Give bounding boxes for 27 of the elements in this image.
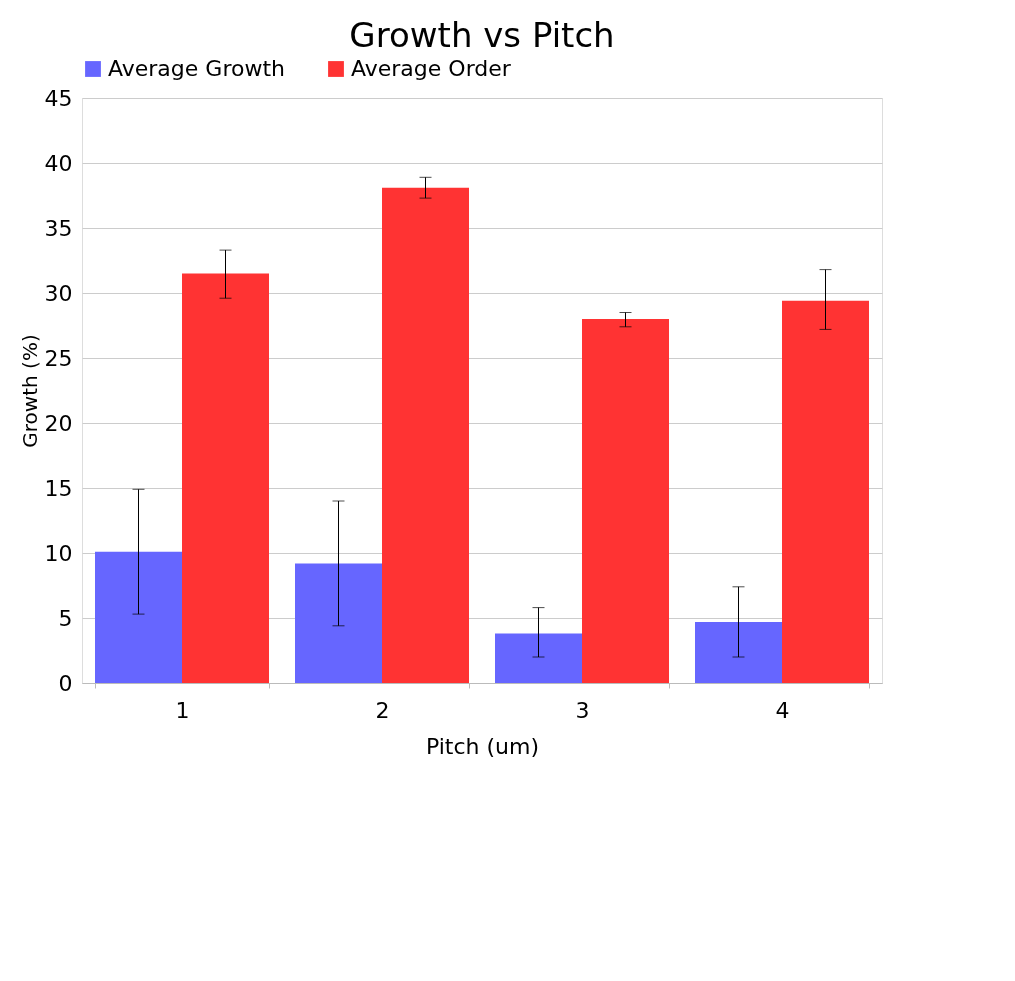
bar xyxy=(495,633,582,683)
bar xyxy=(95,551,182,683)
bar xyxy=(782,300,869,683)
y-tick-label: 20 xyxy=(44,410,73,436)
y-tick-label: 35 xyxy=(44,215,73,241)
bar xyxy=(295,563,382,683)
x-tick-label: 4 xyxy=(775,697,790,723)
y-tick-label: 45 xyxy=(44,85,73,111)
chart-title: Growth vs Pitch xyxy=(349,15,615,55)
x-tick-label: 1 xyxy=(175,697,190,723)
y-axis-title: Growth (%) xyxy=(17,334,42,448)
bar xyxy=(182,273,269,683)
bar xyxy=(695,621,782,683)
y-tick-label: 15 xyxy=(44,475,73,501)
y-tick-label: 40 xyxy=(44,150,73,176)
bar xyxy=(582,319,669,683)
y-tick-label: 5 xyxy=(58,605,73,631)
x-axis-title: Pitch (um) xyxy=(425,733,540,759)
legend-label: Average Order xyxy=(351,56,512,81)
x-tick-label: 3 xyxy=(575,697,590,723)
y-tick-label: 25 xyxy=(44,345,73,371)
y-tick-label: 30 xyxy=(44,280,73,306)
y-tick-label: 10 xyxy=(44,540,73,566)
bar xyxy=(382,187,469,683)
x-tick-label: 2 xyxy=(375,697,390,723)
legend-label: Average Growth xyxy=(108,56,285,81)
y-tick-label: 0 xyxy=(58,670,73,696)
